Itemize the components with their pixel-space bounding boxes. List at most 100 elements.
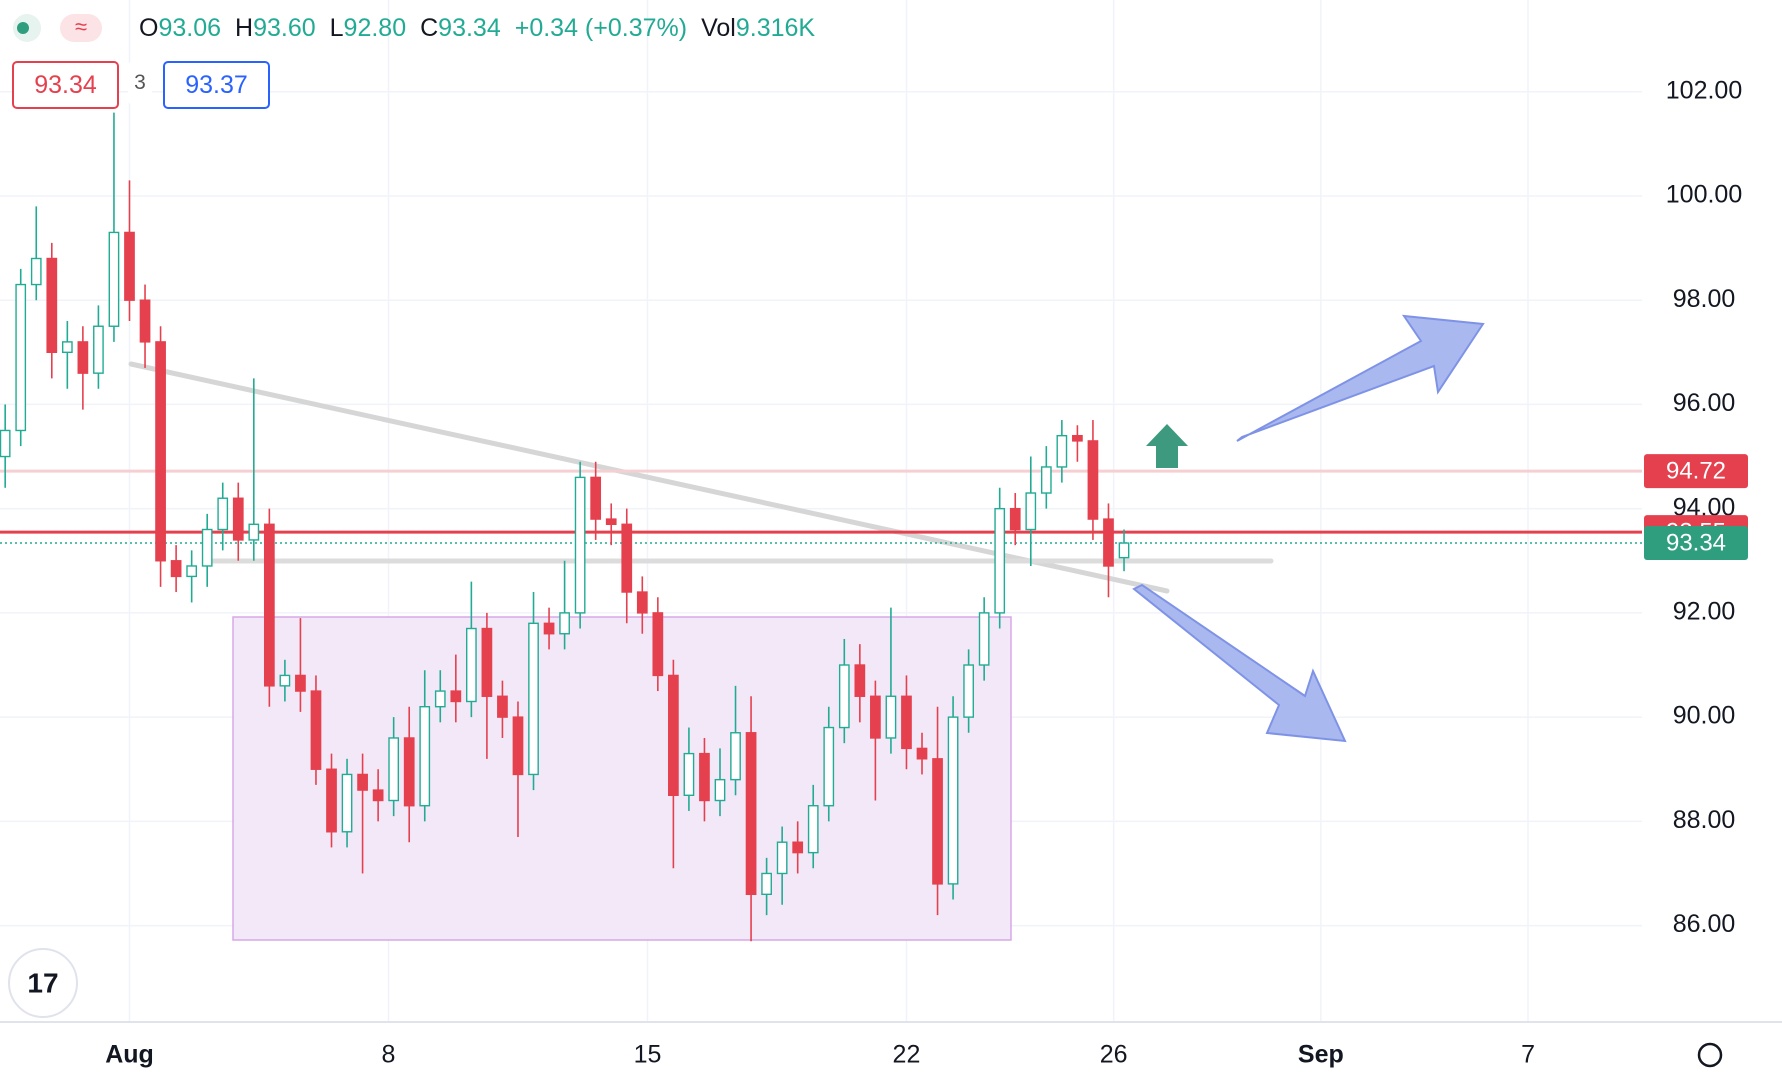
candle-body [730, 732, 741, 781]
candle-body [559, 612, 570, 635]
candle-body [61, 341, 73, 354]
candle-body [1118, 542, 1130, 559]
price-label-box [1644, 454, 1748, 489]
candle-body [77, 341, 89, 374]
buy-button[interactable]: 93.37 [163, 61, 270, 109]
candle-body [93, 325, 104, 374]
candle-body [947, 716, 959, 885]
candle-body [807, 805, 819, 854]
candle-body [714, 778, 726, 802]
candle-body [1103, 518, 1114, 567]
y-tick-label: 102.00 [1666, 76, 1742, 104]
legend-value: 93.06 [158, 14, 222, 42]
x-tick-label: 22 [893, 1041, 921, 1069]
x-tick-label: 8 [382, 1041, 396, 1069]
candle-body [792, 841, 804, 854]
candles [0, 112, 1130, 942]
legend-value: 9.316K [735, 14, 816, 42]
legend-label: H [235, 14, 254, 42]
candle-body [279, 674, 291, 687]
candle-body [636, 591, 648, 614]
candle-body [652, 612, 664, 677]
legend-value: +0.34 (+0.37%) [514, 14, 688, 42]
candle-body [108, 231, 120, 327]
price-label-box [1644, 526, 1748, 561]
y-tick-label: 96.00 [1673, 389, 1736, 417]
candle-body [155, 341, 166, 562]
candle-body [838, 664, 850, 729]
order-qty: 3 [128, 61, 152, 105]
y-tick-label: 98.00 [1673, 285, 1736, 313]
candle-body [46, 257, 58, 354]
y-tick-label: 86.00 [1673, 910, 1736, 938]
candle-body [466, 627, 477, 703]
status-symbol: ≈ [75, 14, 87, 39]
candle-body [248, 523, 260, 541]
price-label: 94.72 [1666, 457, 1726, 484]
candle-body [372, 789, 384, 802]
candle-body [201, 528, 213, 567]
candle-body [419, 705, 431, 807]
logo-mark: 17 [27, 967, 58, 998]
candle-body [1040, 466, 1052, 494]
legend-label: Vol [701, 14, 736, 42]
candle-body [124, 231, 135, 301]
candle-body [605, 518, 617, 525]
x-tick-label: 7 [1521, 1041, 1535, 1069]
legend-value: 93.34 [438, 14, 501, 42]
candle-body [497, 695, 508, 718]
y-tick-label: 100.00 [1666, 181, 1742, 209]
legend-item: +0.34 (+0.37%) [515, 14, 687, 43]
candle-body [574, 476, 586, 614]
candle-body [543, 622, 555, 635]
candle-body [512, 716, 524, 776]
candle-body [963, 664, 974, 718]
candle-body [761, 872, 772, 896]
candle-body [870, 695, 881, 739]
candle-body [15, 283, 27, 432]
candle-body [1072, 434, 1083, 442]
logo [8, 948, 78, 1018]
candle-body [823, 726, 835, 807]
y-tick-label: 92.00 [1673, 597, 1736, 625]
sell-button[interactable]: 93.34 [12, 61, 119, 109]
legend-item: O93.06 [139, 14, 221, 43]
candle-body [310, 690, 322, 770]
candle-body [263, 523, 275, 687]
legend-label: O [139, 14, 159, 42]
candle-body [139, 299, 151, 343]
candle-body [776, 841, 788, 875]
candle-body [170, 560, 182, 578]
legend-item: H93.60 [235, 14, 316, 43]
candle-body [326, 768, 337, 833]
candle-body [745, 732, 757, 896]
y-tick-label: 90.00 [1673, 702, 1736, 730]
candle-body [683, 752, 695, 796]
legend-value: 92.80 [343, 14, 407, 42]
legend-label: L [329, 14, 344, 42]
up-arrow-drawing [1236, 314, 1485, 442]
candle-body [932, 758, 943, 885]
settings-icon[interactable] [1697, 1042, 1723, 1068]
status-pill [60, 14, 102, 42]
candle-body [295, 674, 306, 692]
candle-body [1009, 507, 1021, 531]
candle-body [854, 664, 866, 697]
candle-body [481, 627, 493, 697]
candle-body [357, 773, 368, 791]
candle-body [885, 695, 897, 739]
candle-body [901, 695, 912, 750]
legend-item: Vol9.316K [701, 14, 815, 43]
small-up-arrow [1146, 424, 1188, 468]
legend-item: L92.80 [330, 14, 406, 43]
candle-body [994, 507, 1006, 614]
candle-body [699, 752, 710, 802]
candle-body [30, 257, 42, 286]
candle-body [232, 497, 244, 541]
candle-body [388, 737, 400, 802]
candle-body [1025, 492, 1037, 531]
x-tick-label: 26 [1100, 1041, 1128, 1069]
price-label: 93.34 [1666, 529, 1726, 556]
down-arrow-drawing [1132, 583, 1347, 743]
